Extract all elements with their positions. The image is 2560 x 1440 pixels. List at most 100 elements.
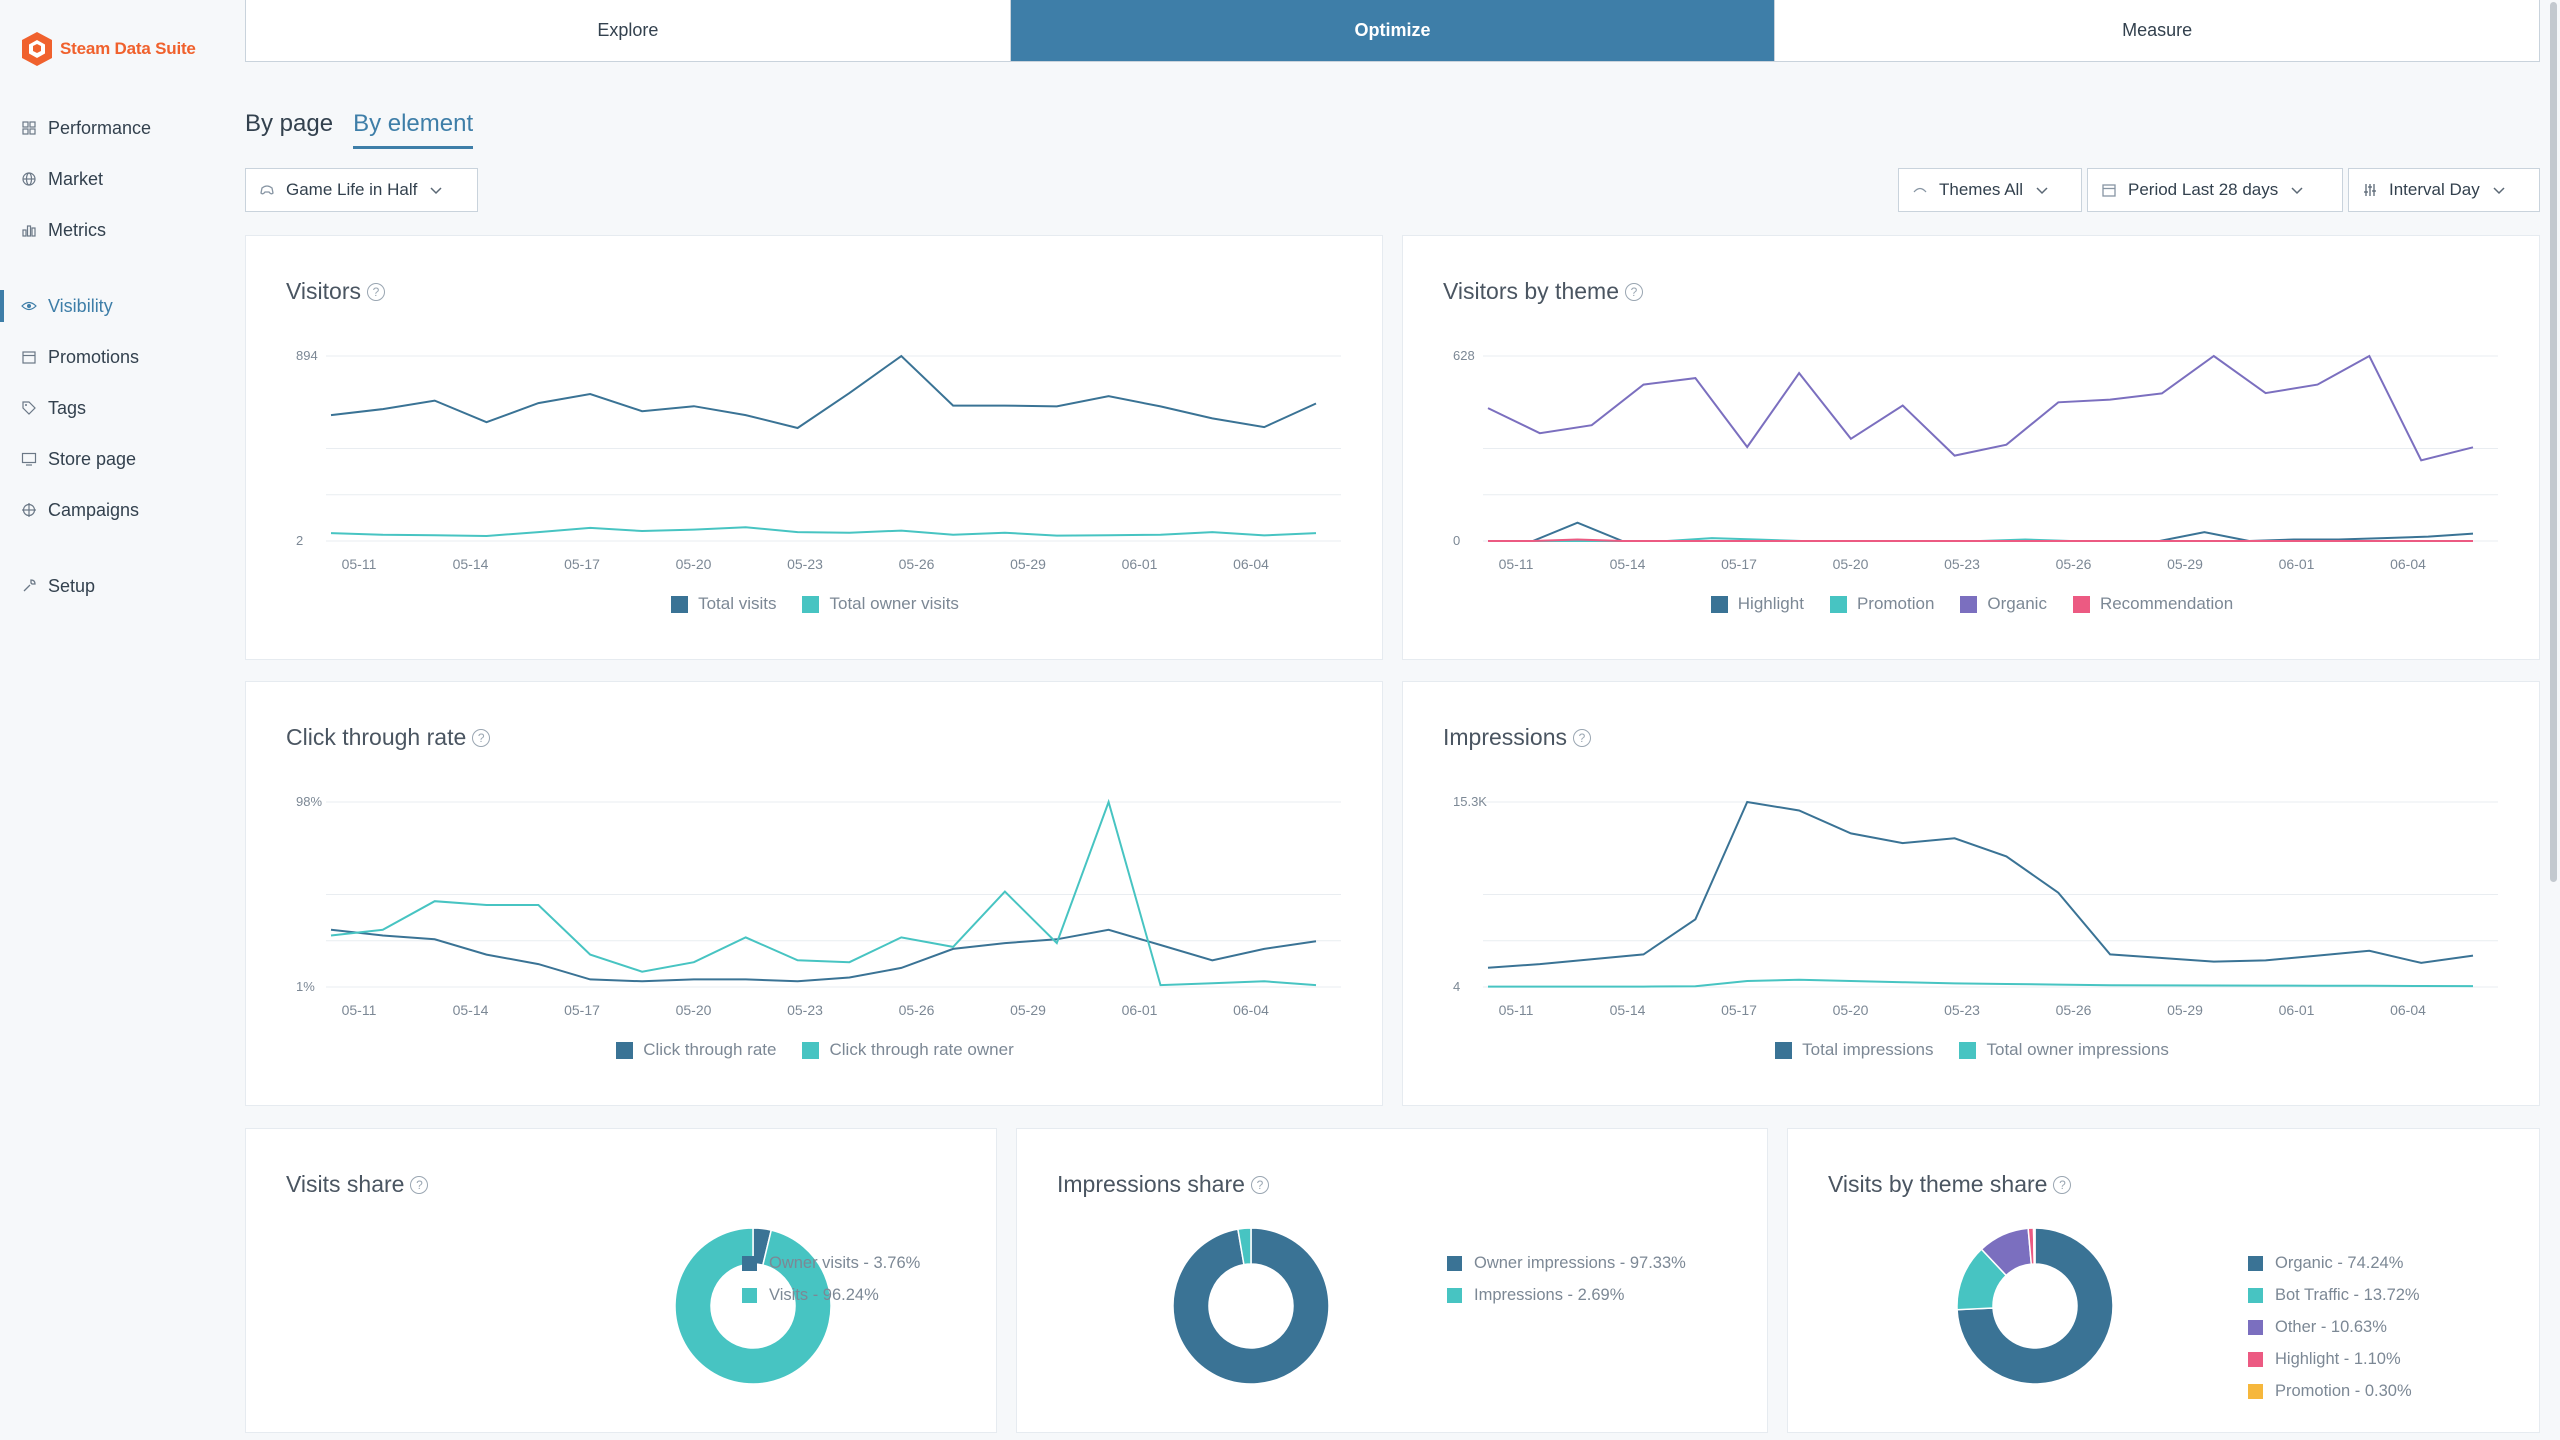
legend-item[interactable]: Impressions - 2.69%: [1447, 1286, 1686, 1305]
x-tick-label: 05-17: [564, 556, 600, 572]
legend-item[interactable]: Total visits: [671, 594, 776, 614]
calendar-icon: [20, 348, 38, 366]
help-icon[interactable]: ?: [410, 1175, 429, 1194]
legend-item[interactable]: Other - 10.63%: [2248, 1318, 2420, 1337]
impressions-share-card: Impressions share ? Owner impressions - …: [1016, 1128, 1768, 1433]
chevron-down-icon: [2490, 181, 2508, 199]
brand-logo[interactable]: Steam Data Suite: [20, 30, 196, 68]
series-line-recommendation[interactable]: [1488, 538, 2473, 542]
donut-slice[interactable]: [2032, 1227, 2036, 1265]
sidebar-item-store-page[interactable]: Store page: [0, 439, 228, 479]
logo-cube-icon: [22, 32, 52, 66]
help-icon[interactable]: ?: [2053, 1175, 2072, 1194]
legend-label: Impressions - 2.69%: [1474, 1286, 1625, 1304]
donut-slice[interactable]: [1237, 1227, 1252, 1266]
help-icon[interactable]: ?: [472, 728, 491, 747]
x-tick-label: 05-17: [1721, 556, 1757, 572]
ctr-legend: Click through rate Click through rate own…: [246, 1040, 1384, 1060]
view-subtabs: By page By element: [245, 110, 474, 149]
tab-explore[interactable]: Explore: [246, 0, 1011, 61]
legend-swatch: [742, 1256, 757, 1271]
donut-slice[interactable]: [1956, 1227, 2114, 1385]
legend-item[interactable]: Organic: [1960, 594, 2047, 614]
x-tick-label: 05-26: [2056, 1002, 2092, 1018]
legend-item[interactable]: Owner impressions - 97.33%: [1447, 1254, 1686, 1273]
tab-optimize[interactable]: Optimize: [1010, 0, 1776, 61]
series-line-click-through-rate-owner[interactable]: [330, 798, 1317, 987]
legend-item[interactable]: Organic - 74.24%: [2248, 1254, 2420, 1273]
x-tick-label: 06-01: [2279, 1002, 2315, 1018]
legend-swatch: [802, 595, 820, 613]
legend-item[interactable]: Click through rate: [616, 1040, 776, 1060]
sidebar-item-performance[interactable]: Performance: [0, 108, 228, 148]
card-title: Visits by theme share: [1828, 1171, 2048, 1197]
sidebar-item-setup[interactable]: Setup: [0, 566, 228, 606]
donut-slice[interactable]: [674, 1227, 832, 1385]
sliders-icon: [2361, 181, 2379, 199]
sidebar-item-tags[interactable]: Tags: [0, 388, 228, 428]
help-icon[interactable]: ?: [1250, 1175, 1269, 1194]
sidebar-item-visibility[interactable]: Visibility: [0, 286, 228, 326]
series-line-total-visits[interactable]: [330, 354, 1317, 430]
subtab-by-page[interactable]: By page: [245, 110, 334, 137]
help-icon[interactable]: ?: [1572, 728, 1591, 747]
interval-filter-label: Interval Day: [2389, 180, 2480, 199]
legend-item[interactable]: Highlight - 1.10%: [2248, 1350, 2420, 1369]
legend-swatch: [1710, 595, 1728, 613]
sidebar-item-campaigns[interactable]: Campaigns: [0, 490, 228, 530]
visits-by-theme-share-legend: Organic - 74.24% Bot Traffic - 13.72% Othe…: [2248, 1254, 2420, 1401]
legend-item[interactable]: Promotion - 0.30%: [2248, 1382, 2420, 1401]
x-tick-label: 05-23: [1944, 1002, 1980, 1018]
legend-item[interactable]: Total impressions: [1775, 1040, 1933, 1060]
series-line-total-impressions[interactable]: [1487, 800, 2474, 969]
x-tick-label: 06-04: [2390, 556, 2426, 572]
subtab-by-element[interactable]: By element: [353, 110, 474, 149]
sidebar-item-label: Visibility: [48, 295, 113, 316]
legend-item[interactable]: Click through rate owner: [802, 1040, 1014, 1060]
series-line-organic[interactable]: [1487, 354, 2474, 462]
series-line-highlight[interactable]: [1488, 521, 2474, 543]
x-tick-label: 06-04: [1233, 556, 1269, 572]
period-filter-dropdown[interactable]: Period Last 28 days: [2087, 168, 2343, 212]
series-line-click-through-rate[interactable]: [330, 928, 1317, 983]
page-scrollbar[interactable]: [2548, 0, 2560, 1440]
x-tick-label: 05-11: [1499, 556, 1534, 572]
legend-item[interactable]: Bot Traffic - 13.72%: [2248, 1286, 2420, 1305]
legend-item[interactable]: Total owner visits: [802, 594, 959, 614]
series-line-total-owner-impressions[interactable]: [1488, 978, 2474, 988]
themes-filter-label: Themes All: [1939, 180, 2024, 199]
sidebar-item-market[interactable]: Market: [0, 159, 228, 199]
interval-filter-dropdown[interactable]: Interval Day: [2348, 168, 2540, 212]
legend-item[interactable]: Recommendation: [2072, 594, 2233, 614]
tab-measure[interactable]: Measure: [2122, 20, 2193, 40]
eye-icon: [20, 297, 38, 315]
visits-share-legend: Owner visits - 3.76% Visits - 96.24%: [742, 1254, 920, 1305]
sidebar-item-promotions[interactable]: Promotions: [0, 337, 228, 377]
visitors-legend: Total visits Total owner visits: [246, 594, 1384, 614]
legend-label: Owner impressions - 97.33%: [1474, 1254, 1686, 1272]
series-line-total-owner-visits[interactable]: [330, 526, 1317, 538]
legend-swatch: [2248, 1320, 2263, 1335]
sidebar-item-label: Setup: [48, 575, 96, 596]
visits-by-theme-share-donut: [1956, 1227, 2114, 1385]
scrollbar-thumb[interactable]: [2550, 2, 2557, 882]
x-tick-label: 06-01: [1122, 556, 1158, 572]
legend-item[interactable]: Total owner impressions: [1959, 1040, 2169, 1060]
help-icon[interactable]: ?: [367, 282, 385, 301]
ctr-line-chart: 98% 1% 05-11 05-14 05-17 05-20 05-23 05-26 05-29…: [296, 794, 1341, 1018]
legend-item[interactable]: Highlight: [1710, 594, 1804, 614]
legend-label: Bot Traffic - 13.72%: [2275, 1286, 2420, 1304]
bar-chart-icon: [20, 221, 38, 239]
x-tick-label: 05-11: [342, 556, 377, 572]
x-tick-label: 06-01: [2279, 556, 2315, 572]
legend-item[interactable]: Owner visits - 3.76%: [742, 1254, 920, 1273]
legend-item[interactable]: Visits - 96.24%: [742, 1286, 920, 1305]
legend-item[interactable]: Promotion: [1829, 594, 1934, 614]
impressions-card: Impressions ? 15.3K 4 05-11 05-14 05-17 05-20…: [1402, 681, 2540, 1106]
themes-filter-dropdown[interactable]: Themes All: [1898, 168, 2082, 212]
help-icon[interactable]: ?: [1624, 282, 1643, 301]
game-filter-dropdown[interactable]: Game Life in Half: [245, 168, 478, 212]
sidebar-item-metrics[interactable]: Metrics: [0, 210, 228, 250]
legend-label: Highlight: [1737, 594, 1804, 613]
donut-slice[interactable]: [1172, 1227, 1330, 1385]
